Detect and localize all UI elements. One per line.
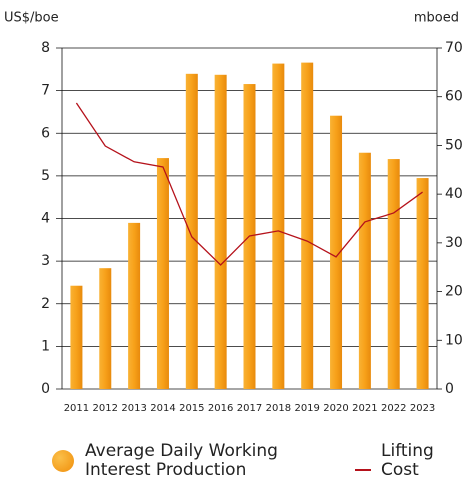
- y2-tick-label: 50: [445, 137, 463, 153]
- bar: [330, 115, 343, 389]
- bar: [156, 158, 169, 389]
- y-tick-label: 4: [41, 211, 50, 227]
- x-tick-label: 2019: [294, 403, 319, 414]
- x-tick-label: 2015: [179, 403, 204, 414]
- y2-tick-label: 30: [445, 235, 463, 251]
- y-tick-label: 7: [41, 83, 50, 99]
- y-tick-label: 0: [41, 381, 50, 397]
- x-tick-label: 2016: [208, 403, 233, 414]
- legend-swatch: [355, 469, 371, 471]
- y-tick-label: 1: [41, 338, 50, 354]
- y2-axis-label: mboed: [414, 11, 459, 26]
- legend-label: Lifting Cost: [381, 441, 434, 479]
- y-tick-label: 2: [41, 296, 50, 312]
- x-tick-label: 2023: [410, 403, 435, 414]
- x-tick-label: 2022: [381, 403, 406, 414]
- y-tick-label: 5: [41, 168, 50, 184]
- bar: [416, 178, 429, 389]
- x-tick-label: 2017: [237, 403, 262, 414]
- y2-tick-label: 0: [445, 381, 454, 397]
- y-tick-label: 6: [41, 125, 50, 141]
- x-tick-label: 2014: [150, 403, 175, 414]
- bar: [185, 73, 198, 389]
- bar: [214, 74, 227, 390]
- legend-label: Average Daily Working Interest Productio…: [85, 441, 278, 479]
- bar: [272, 63, 285, 390]
- chart: US$/boe mboed 0 1 2 3 4 5 6 7 8 0 10 20 30 40 50 60 70 20…: [4, 11, 463, 415]
- y2-tick-label: 40: [445, 186, 463, 202]
- y2-tick-label: 10: [445, 332, 463, 348]
- x-tick-label: 2021: [352, 403, 377, 414]
- y2-tick-label: 20: [445, 284, 463, 300]
- bar: [387, 159, 400, 389]
- y-axis-label: US$/boe: [4, 11, 59, 26]
- legend-swatch: [52, 450, 74, 472]
- y2-tick-label: 70: [445, 40, 463, 56]
- x-tick-label: 2013: [121, 403, 146, 414]
- bar: [358, 152, 371, 389]
- x-tick-label: 2011: [64, 403, 89, 414]
- y2-tick-label: 60: [445, 89, 463, 105]
- y-tick-label: 8: [41, 40, 50, 56]
- bar: [301, 62, 314, 389]
- bar: [128, 222, 141, 389]
- bar: [70, 285, 83, 389]
- x-tick-label: 2018: [266, 403, 291, 414]
- x-tick-label: 2020: [323, 403, 348, 414]
- bar: [99, 268, 112, 389]
- y-tick-label: 3: [41, 253, 50, 269]
- x-tick-label: 2012: [93, 403, 118, 414]
- line: [75, 102, 423, 266]
